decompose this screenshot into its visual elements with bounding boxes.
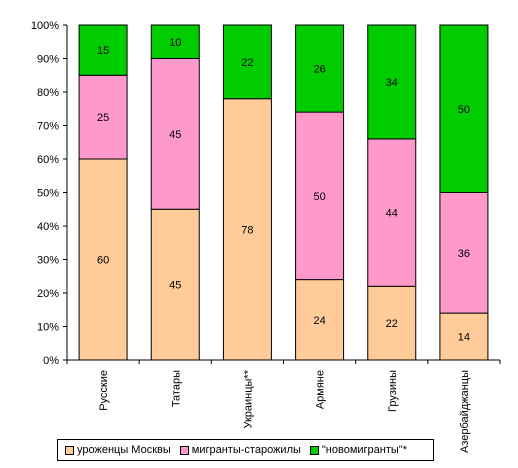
data-label-5-0: 14 bbox=[458, 332, 470, 344]
bar-segment-5-1 bbox=[439, 192, 489, 314]
legend-swatch-new-migrants bbox=[309, 445, 319, 455]
y-tick-label-4: 40% bbox=[37, 221, 59, 233]
x-tick-label-0: Русские bbox=[98, 370, 110, 411]
data-label-1-2: 10 bbox=[169, 37, 181, 49]
legend-label-old-migrants: мигранты-старожилы bbox=[191, 444, 301, 456]
y-tick-label-6: 60% bbox=[37, 154, 59, 166]
data-label-4-1: 44 bbox=[386, 208, 398, 220]
bar-segment-3-2 bbox=[295, 24, 345, 113]
y-tick-label-2: 20% bbox=[37, 288, 59, 300]
legend-item-new-migrants: "новомигранты"* bbox=[309, 444, 407, 456]
data-label-5-1: 36 bbox=[458, 248, 470, 260]
y-tick-label-10: 100% bbox=[31, 20, 59, 32]
x-tick-label-2: Украинцы** bbox=[242, 369, 254, 428]
data-label-4-0: 22 bbox=[386, 318, 398, 330]
legend: уроженцы Москвы мигранты-старожилы "ново… bbox=[57, 439, 434, 461]
legend-label-natives: уроженцы Москвы bbox=[77, 444, 171, 456]
data-label-1-1: 45 bbox=[169, 129, 181, 141]
y-tick-label-8: 80% bbox=[37, 87, 59, 99]
bar-segment-4-1 bbox=[367, 138, 417, 287]
legend-label-new-migrants: "новомигранты"* bbox=[321, 444, 407, 456]
x-tick-label-3: Армяне bbox=[315, 370, 327, 409]
legend-item-natives: уроженцы Москвы bbox=[65, 444, 171, 456]
y-tick-label-0: 0% bbox=[43, 355, 59, 367]
data-label-3-2: 26 bbox=[313, 64, 325, 76]
data-label-5-2: 50 bbox=[458, 104, 470, 116]
bar-segment-0-2 bbox=[78, 24, 128, 76]
y-tick-label-3: 30% bbox=[37, 255, 59, 267]
y-tick-label-9: 90% bbox=[37, 54, 59, 66]
data-label-0-2: 15 bbox=[97, 45, 109, 57]
data-label-2-0: 78 bbox=[241, 224, 253, 236]
bar-segment-3-0 bbox=[295, 279, 345, 361]
data-label-3-1: 50 bbox=[313, 191, 325, 203]
data-label-3-0: 24 bbox=[313, 315, 325, 327]
bar-segment-5-2 bbox=[439, 24, 489, 193]
y-tick-label-7: 70% bbox=[37, 121, 59, 133]
bar-segment-1-1 bbox=[150, 58, 200, 210]
bar-segment-4-0 bbox=[367, 285, 417, 361]
y-tick-label-5: 50% bbox=[37, 188, 59, 200]
bar-segment-2-0 bbox=[222, 98, 272, 361]
bar-segment-0-1 bbox=[78, 74, 128, 160]
bar-segment-4-2 bbox=[367, 24, 417, 140]
bar-segment-1-0 bbox=[150, 208, 200, 361]
x-tick-label-4: Грузины bbox=[387, 370, 399, 412]
legend-swatch-old-migrants bbox=[179, 445, 189, 455]
bar-segment-5-0 bbox=[439, 312, 489, 361]
data-label-0-0: 60 bbox=[97, 255, 109, 267]
bar-segment-1-2 bbox=[150, 24, 200, 59]
data-label-1-0: 45 bbox=[169, 280, 181, 292]
data-label-4-2: 34 bbox=[386, 77, 398, 89]
data-label-0-1: 25 bbox=[97, 112, 109, 124]
x-tick-label-1: Татары bbox=[170, 370, 182, 407]
x-tick-label-5: Азербайджанцы bbox=[459, 370, 471, 453]
bar-segment-0-0 bbox=[78, 158, 128, 361]
legend-swatch-natives bbox=[65, 445, 74, 455]
bar-segment-3-1 bbox=[295, 111, 345, 281]
legend-item-old-migrants: мигранты-старожилы bbox=[179, 444, 301, 456]
data-label-2-2: 22 bbox=[241, 57, 253, 69]
y-tick-label-1: 10% bbox=[37, 322, 59, 334]
bar-segment-2-2 bbox=[222, 24, 272, 100]
